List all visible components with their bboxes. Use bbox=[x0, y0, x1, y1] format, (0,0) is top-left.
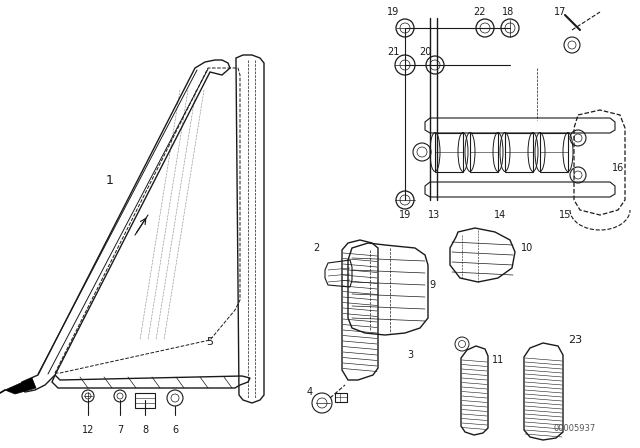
Text: 16: 16 bbox=[612, 163, 624, 173]
Text: 5: 5 bbox=[207, 337, 214, 347]
Text: 14: 14 bbox=[494, 210, 506, 220]
Text: 8: 8 bbox=[142, 425, 148, 435]
Text: 19: 19 bbox=[399, 210, 411, 220]
Text: 23: 23 bbox=[568, 335, 582, 345]
Text: 12: 12 bbox=[82, 425, 94, 435]
Polygon shape bbox=[5, 378, 36, 394]
Text: 3: 3 bbox=[407, 350, 413, 360]
Text: 19: 19 bbox=[387, 7, 399, 17]
Text: 2: 2 bbox=[313, 243, 319, 253]
Text: 17: 17 bbox=[554, 7, 566, 17]
Text: 20: 20 bbox=[419, 47, 431, 57]
Text: 13: 13 bbox=[428, 210, 440, 220]
Text: 11: 11 bbox=[492, 355, 504, 365]
Text: 00005937: 00005937 bbox=[554, 423, 596, 432]
Text: 15: 15 bbox=[559, 210, 571, 220]
Text: 9: 9 bbox=[429, 280, 435, 290]
Text: 18: 18 bbox=[502, 7, 514, 17]
Text: 10: 10 bbox=[521, 243, 533, 253]
Text: 6: 6 bbox=[172, 425, 178, 435]
Text: 21: 21 bbox=[387, 47, 399, 57]
Text: 22: 22 bbox=[474, 7, 486, 17]
Text: 1: 1 bbox=[106, 173, 114, 186]
Text: 7: 7 bbox=[117, 425, 123, 435]
Text: 4: 4 bbox=[307, 387, 313, 397]
